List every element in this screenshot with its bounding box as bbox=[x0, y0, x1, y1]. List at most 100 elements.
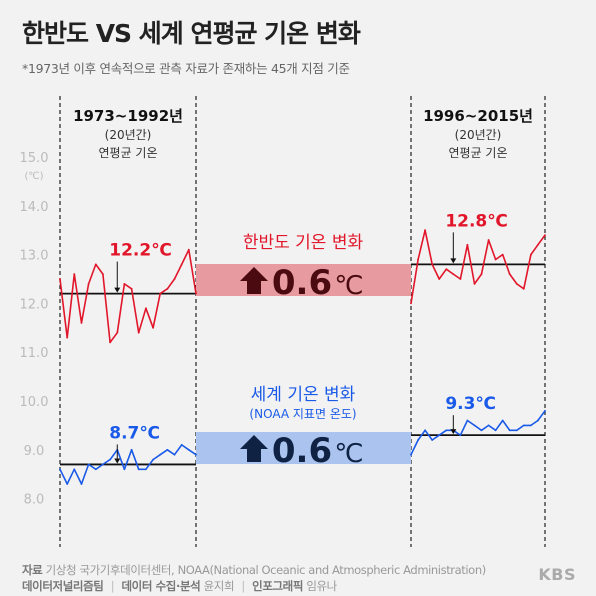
data-point bbox=[424, 229, 426, 232]
source-line: 자료 기상청 국가기후데이터센터, NOAA(National Oceanic … bbox=[22, 562, 486, 578]
data-point bbox=[522, 287, 525, 290]
data-point bbox=[473, 283, 476, 285]
data-point bbox=[166, 448, 169, 451]
world-change-title: 세계 기온 변화 bbox=[251, 385, 356, 405]
data-point bbox=[494, 429, 497, 432]
data-point bbox=[410, 453, 412, 456]
data-point bbox=[66, 336, 69, 339]
data-point bbox=[417, 258, 419, 261]
data-point bbox=[180, 444, 183, 446]
y-tick-label: 12.0 bbox=[20, 297, 49, 312]
credit-separator: | bbox=[110, 579, 115, 593]
data-point bbox=[480, 273, 483, 275]
y-tick-label: 14.0 bbox=[20, 200, 49, 215]
data-point bbox=[173, 278, 176, 280]
y-tick-label: 15.0 bbox=[20, 151, 49, 166]
data-point bbox=[522, 424, 525, 427]
journalism-team: 데이터저널리즘팀 bbox=[22, 579, 104, 593]
data-point bbox=[94, 468, 97, 471]
data-point bbox=[145, 307, 147, 310]
data-point bbox=[515, 283, 518, 285]
mean-label: 12.8℃ bbox=[445, 211, 508, 231]
data-point bbox=[452, 273, 455, 275]
mean-pointer-head-icon bbox=[450, 429, 457, 435]
source-label: 자료 bbox=[22, 563, 43, 577]
y-tick-label: 13.0 bbox=[20, 249, 49, 264]
data-point bbox=[94, 263, 97, 266]
data-point bbox=[508, 273, 511, 275]
data-point bbox=[530, 424, 532, 427]
data-point bbox=[159, 453, 162, 456]
data-point bbox=[487, 424, 490, 427]
data-point bbox=[530, 253, 532, 256]
world-up-arrow-icon bbox=[240, 435, 268, 462]
data-point bbox=[123, 468, 126, 471]
data-point bbox=[466, 419, 469, 422]
data-point bbox=[66, 483, 69, 485]
page-title: 한반도 VS 세계 연평균 기온 변화 bbox=[22, 19, 361, 48]
credits-line: 데이터저널리즘팀 | 데이터 수집·분석 윤지희 | 인포그래픽 임유나 bbox=[22, 578, 337, 594]
data-point bbox=[73, 273, 76, 275]
data-point bbox=[515, 429, 518, 432]
data-point bbox=[537, 243, 539, 246]
data-point bbox=[445, 429, 448, 432]
late-period-range: 1996~2015년 bbox=[423, 107, 533, 125]
data-point bbox=[173, 453, 176, 456]
data-point bbox=[544, 409, 546, 412]
late-period-years: (20년간) bbox=[455, 128, 502, 142]
page-subtitle: *1973년 이후 연속적으로 관측 자료가 존재하는 45개 지점 기준 bbox=[22, 61, 350, 76]
data-point bbox=[87, 463, 90, 466]
data-point bbox=[187, 448, 190, 451]
infographic-label: 인포그래픽 bbox=[252, 579, 304, 593]
data-point bbox=[87, 283, 90, 285]
collection-name: 윤지희 bbox=[203, 579, 235, 593]
data-point bbox=[116, 331, 119, 334]
data-point bbox=[187, 248, 190, 251]
mean-pointer-head-icon bbox=[450, 258, 457, 264]
korea-change-unit: ℃ bbox=[334, 271, 363, 301]
series-line bbox=[410, 410, 546, 456]
data-point bbox=[459, 434, 462, 437]
data-point bbox=[537, 419, 539, 422]
credit-separator: | bbox=[241, 579, 245, 593]
data-point bbox=[59, 278, 61, 280]
source-text: 기상청 국가기후데이터센터, NOAA(National Oceanic and… bbox=[45, 563, 487, 577]
data-point bbox=[109, 341, 111, 344]
data-point bbox=[159, 292, 162, 295]
data-point bbox=[102, 273, 104, 275]
data-point bbox=[130, 448, 133, 451]
data-point bbox=[424, 429, 426, 432]
data-point bbox=[109, 458, 111, 461]
data-point bbox=[473, 424, 476, 427]
world-change-value: 0.6 bbox=[272, 431, 332, 471]
data-point bbox=[459, 278, 462, 280]
korea-change-title: 한반도 기온 변화 bbox=[243, 233, 364, 253]
y-tick-label: 8.0 bbox=[24, 493, 45, 508]
world-change-subtitle: (NOAA 지표면 온도) bbox=[249, 407, 356, 421]
y-tick-label: 11.0 bbox=[20, 346, 49, 361]
data-point bbox=[480, 429, 483, 432]
data-point bbox=[445, 268, 448, 271]
data-point bbox=[466, 243, 469, 246]
korea-change-value: 0.6 bbox=[272, 263, 332, 303]
y-tick-label: 10.0 bbox=[20, 395, 49, 410]
series-line bbox=[59, 444, 197, 485]
y-axis: 15.0 14.0 13.0 12.0 11.0 10.0 9.0 8.0 bbox=[20, 151, 49, 508]
early-period-years: (20년간) bbox=[105, 128, 152, 142]
data-point bbox=[166, 287, 169, 290]
infographic-name: 임유나 bbox=[306, 579, 337, 593]
data-point bbox=[80, 483, 83, 485]
data-point bbox=[195, 292, 197, 295]
data-point bbox=[137, 468, 140, 471]
data-point bbox=[544, 234, 546, 237]
data-point bbox=[137, 331, 140, 334]
mean-pointer-head-icon bbox=[114, 458, 121, 464]
series-line bbox=[410, 229, 546, 304]
data-point bbox=[145, 468, 147, 471]
data-point bbox=[508, 429, 511, 432]
world-change-unit: ℃ bbox=[334, 439, 363, 469]
data-point bbox=[152, 326, 155, 329]
data-point bbox=[130, 287, 133, 290]
mean-pointer-head-icon bbox=[114, 287, 121, 293]
